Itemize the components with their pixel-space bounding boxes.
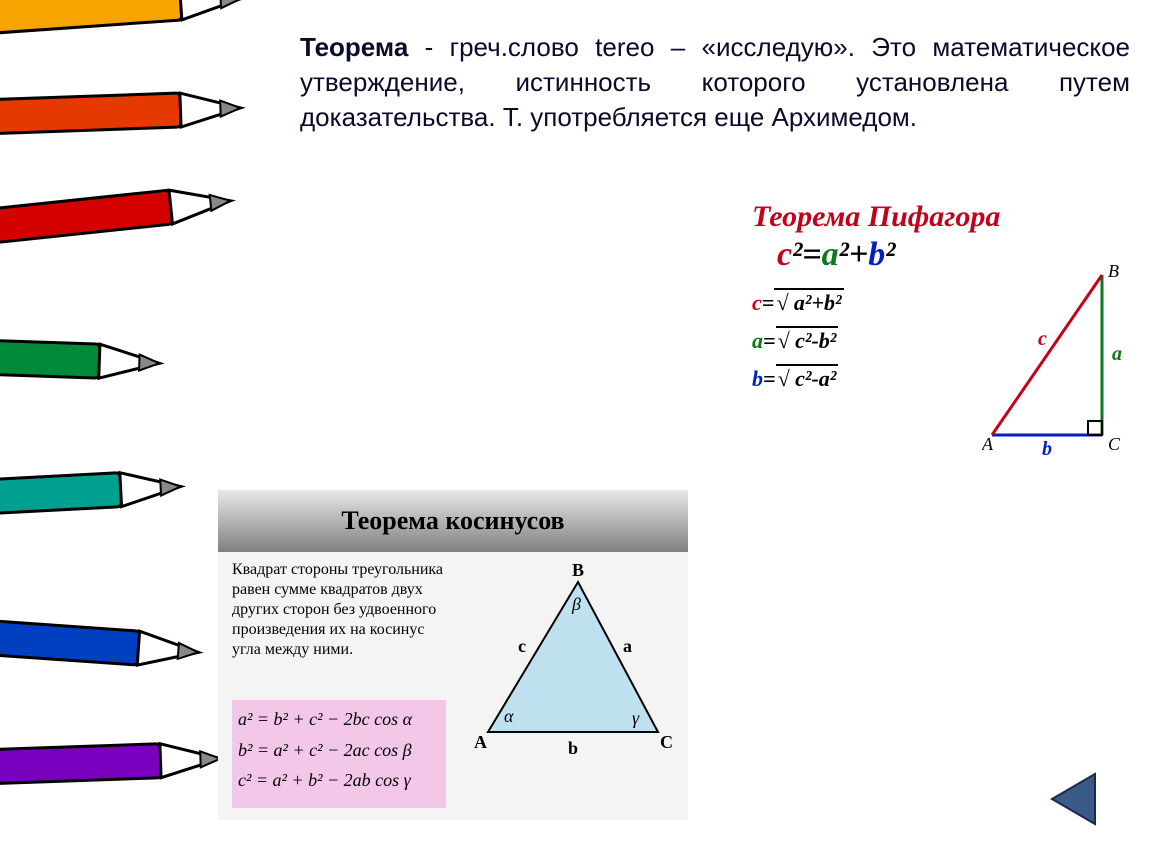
- pythagoras-title: Теорема Пифагора: [752, 200, 1000, 234]
- svg-text:α: α: [504, 706, 514, 726]
- pythagoras-main-formula: c²=a²+b²: [777, 236, 895, 274]
- svg-text:γ: γ: [632, 708, 640, 728]
- svg-text:β: β: [571, 594, 581, 614]
- svg-text:c: c: [1038, 328, 1047, 350]
- term: Теорема: [300, 32, 408, 62]
- cosine-body: Квадрат стороны треугольника равен сумме…: [218, 552, 688, 820]
- svg-text:b: b: [1042, 438, 1052, 455]
- definition-text: - греч.слово tereo – «исследую». Это мат…: [300, 32, 1130, 132]
- pythagoras-formula-a: a=√ c²-b²: [752, 328, 838, 354]
- svg-text:a: a: [623, 636, 632, 656]
- definition-paragraph: Теорема - греч.слово tereo – «исследую».…: [300, 30, 1130, 135]
- back-button[interactable]: [1040, 764, 1110, 834]
- svg-text:a: a: [1112, 343, 1122, 365]
- cosine-triangle: A B C c a b α β γ: [468, 562, 678, 762]
- svg-text:B: B: [572, 562, 584, 580]
- svg-text:A: A: [982, 434, 994, 454]
- svg-text:c: c: [518, 636, 526, 656]
- pythagoras-formula-c: c=√ a²+b²: [752, 290, 844, 316]
- pythagoras-formula-b: b=√ c²-a²: [752, 366, 838, 392]
- cosine-formula-c: c² = a² + b² − 2ab cos γ: [238, 765, 440, 796]
- cosine-formula-a: a² = b² + c² − 2bc cos α: [238, 704, 440, 735]
- cosine-formula-b: b² = a² + c² − 2ac cos β: [238, 735, 440, 766]
- cosine-panel: Теорема косинусов Квадрат стороны треуго…: [218, 490, 688, 820]
- cosine-statement: Квадрат стороны треугольника равен сумме…: [232, 560, 452, 660]
- slide: Теорема - греч.слово tereo – «исследую».…: [0, 0, 1150, 864]
- svg-text:A: A: [474, 732, 487, 752]
- cosine-formula-box: a² = b² + c² − 2bc cos α b² = a² + c² − …: [232, 700, 446, 808]
- svg-text:C: C: [660, 732, 673, 752]
- svg-text:C: C: [1108, 434, 1121, 454]
- svg-text:B: B: [1108, 265, 1119, 281]
- cosine-title: Теорема косинусов: [218, 490, 688, 552]
- pythagoras-triangle: A B C c a b: [982, 265, 1132, 455]
- svg-text:b: b: [568, 738, 578, 758]
- pythagoras-panel: Теорема Пифагора c²=a²+b² c=√ a²+b² a=√ …: [722, 200, 1132, 480]
